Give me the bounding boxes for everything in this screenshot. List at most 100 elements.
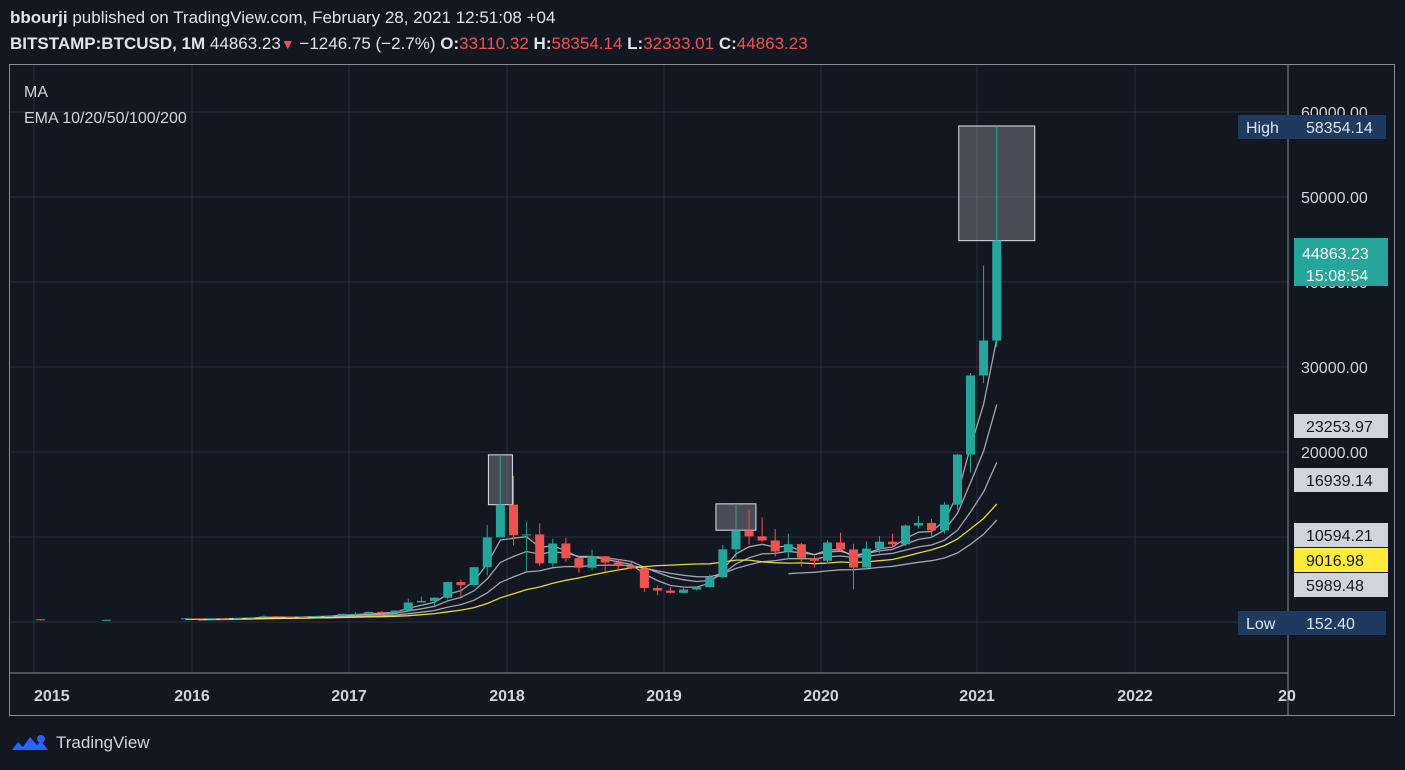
price-tag-value: 23253.97	[1306, 419, 1373, 436]
candle-body[interactable]	[744, 530, 754, 537]
y-tick-label: 50000.00	[1301, 190, 1368, 207]
candle-body[interactable]	[233, 618, 243, 620]
candle-body[interactable]	[443, 582, 453, 598]
candle-body[interactable]	[731, 530, 741, 550]
candle-body[interactable]	[705, 577, 715, 588]
candle-body[interactable]	[679, 589, 689, 593]
candle-body[interactable]	[495, 504, 505, 538]
symbol-label[interactable]: BITSTAMP:BTCUSD, 1M	[10, 34, 206, 53]
price-tag[interactable]	[1294, 573, 1388, 597]
low-value: 32333.01	[643, 34, 715, 53]
candle-body[interactable]	[888, 541, 897, 545]
candle-body[interactable]	[901, 525, 910, 545]
candle-body[interactable]	[639, 568, 649, 588]
candle-body[interactable]	[757, 536, 767, 541]
candle-body[interactable]	[403, 602, 413, 611]
candle-body[interactable]	[979, 340, 989, 376]
candle-body[interactable]	[652, 588, 662, 591]
candle-body[interactable]	[337, 613, 347, 616]
candle-body[interactable]	[416, 600, 426, 603]
candle-body[interactable]	[285, 616, 295, 618]
candle-body[interactable]	[940, 504, 949, 531]
candle-body[interactable]	[966, 375, 975, 455]
low-tag[interactable]	[1238, 611, 1386, 635]
candle-body[interactable]	[522, 534, 532, 536]
brand-name: TradingView	[56, 733, 150, 752]
candle-body[interactable]	[796, 544, 806, 558]
publish-line: bbourji published on TradingView.com, Fe…	[10, 8, 555, 28]
candle-body[interactable]	[692, 587, 702, 590]
candle-body[interactable]	[311, 616, 321, 618]
candle-body[interactable]	[783, 544, 793, 552]
candle-body[interactable]	[823, 542, 832, 561]
last-price-tag[interactable]	[1294, 238, 1388, 286]
price-chart[interactable]: 60000.0050000.0040000.0030000.0020000.00…	[10, 65, 1394, 715]
candle-body[interactable]	[927, 522, 936, 531]
candle-body[interactable]	[809, 557, 819, 561]
candle-body[interactable]	[574, 558, 584, 568]
candle-body[interactable]	[600, 556, 610, 563]
candle-body[interactable]	[351, 613, 361, 615]
x-tick-label: 2022	[1117, 688, 1153, 705]
candle-body[interactable]	[914, 522, 923, 526]
candle-body[interactable]	[469, 567, 479, 586]
candle-body[interactable]	[836, 542, 845, 550]
x-tick-label: 20	[1278, 688, 1296, 705]
candle-body[interactable]	[953, 454, 962, 505]
candle-body[interactable]	[456, 582, 466, 586]
ema-10-line	[224, 338, 998, 620]
candle-body[interactable]	[364, 611, 374, 614]
author-name[interactable]: bbourji	[10, 8, 68, 27]
price-tag[interactable]	[1294, 468, 1388, 492]
x-tick-label: 2015	[34, 688, 70, 705]
candle-body[interactable]	[626, 565, 636, 569]
candle-body[interactable]	[272, 616, 282, 618]
ohlc-line: BITSTAMP:BTCUSD, 1M 44863.23▼ −1246.75 (…	[10, 34, 808, 54]
candle-body[interactable]	[992, 240, 1002, 341]
y-tick-label: 30000.00	[1301, 360, 1368, 377]
candle-body[interactable]	[718, 549, 728, 578]
price-tag-value: 16939.14	[1306, 473, 1373, 490]
x-tick-label: 2016	[174, 688, 210, 705]
candle-body[interactable]	[862, 548, 871, 568]
ma-value-tag[interactable]	[1294, 548, 1388, 572]
candle-body[interactable]	[849, 549, 858, 568]
candle-body[interactable]	[430, 597, 440, 601]
candle-body[interactable]	[666, 590, 676, 593]
candle-body[interactable]	[535, 534, 545, 564]
footer-brand[interactable]: TradingView	[10, 732, 150, 754]
low-label: L:	[627, 34, 644, 53]
candle-body[interactable]	[324, 615, 334, 617]
high-value: 58354.14	[551, 34, 623, 53]
candle-body[interactable]	[101, 619, 111, 621]
candle-body[interactable]	[770, 540, 780, 552]
candle-body[interactable]	[509, 504, 519, 536]
candle-body[interactable]	[36, 619, 46, 621]
candle-body[interactable]	[220, 618, 230, 620]
ma-value-tag-value: 9016.98	[1306, 553, 1364, 570]
candle-body[interactable]	[548, 543, 558, 564]
candle-body[interactable]	[298, 616, 308, 618]
last-price-tag-time: 15:08:54	[1306, 268, 1368, 285]
close-label: C:	[718, 34, 737, 53]
candle-body[interactable]	[561, 543, 571, 559]
candle-body[interactable]	[587, 556, 597, 568]
candle-body[interactable]	[180, 618, 190, 620]
candle-body[interactable]	[377, 611, 387, 613]
ema-20-line	[224, 404, 998, 620]
candle-body[interactable]	[482, 537, 492, 568]
candle-body[interactable]	[246, 617, 256, 619]
price-tag[interactable]	[1294, 414, 1388, 438]
candle-body[interactable]	[875, 541, 884, 549]
candle-body[interactable]	[613, 562, 623, 566]
open-label: O:	[440, 34, 460, 53]
high-tag-label: High	[1246, 120, 1279, 137]
price-tag-value: 5989.48	[1306, 578, 1364, 595]
candle-body[interactable]	[207, 618, 217, 620]
candle-body[interactable]	[194, 618, 204, 620]
candle-body[interactable]	[390, 610, 400, 613]
price-tag[interactable]	[1294, 523, 1388, 547]
chart-frame[interactable]: 60000.0050000.0040000.0030000.0020000.00…	[9, 64, 1395, 716]
candle-body[interactable]	[259, 616, 269, 618]
high-tag[interactable]	[1238, 115, 1386, 139]
